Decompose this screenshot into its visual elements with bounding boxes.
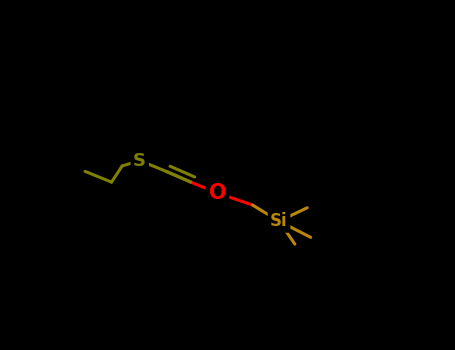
Text: S: S	[133, 152, 146, 170]
Text: Si: Si	[270, 212, 288, 230]
Text: O: O	[208, 183, 226, 203]
